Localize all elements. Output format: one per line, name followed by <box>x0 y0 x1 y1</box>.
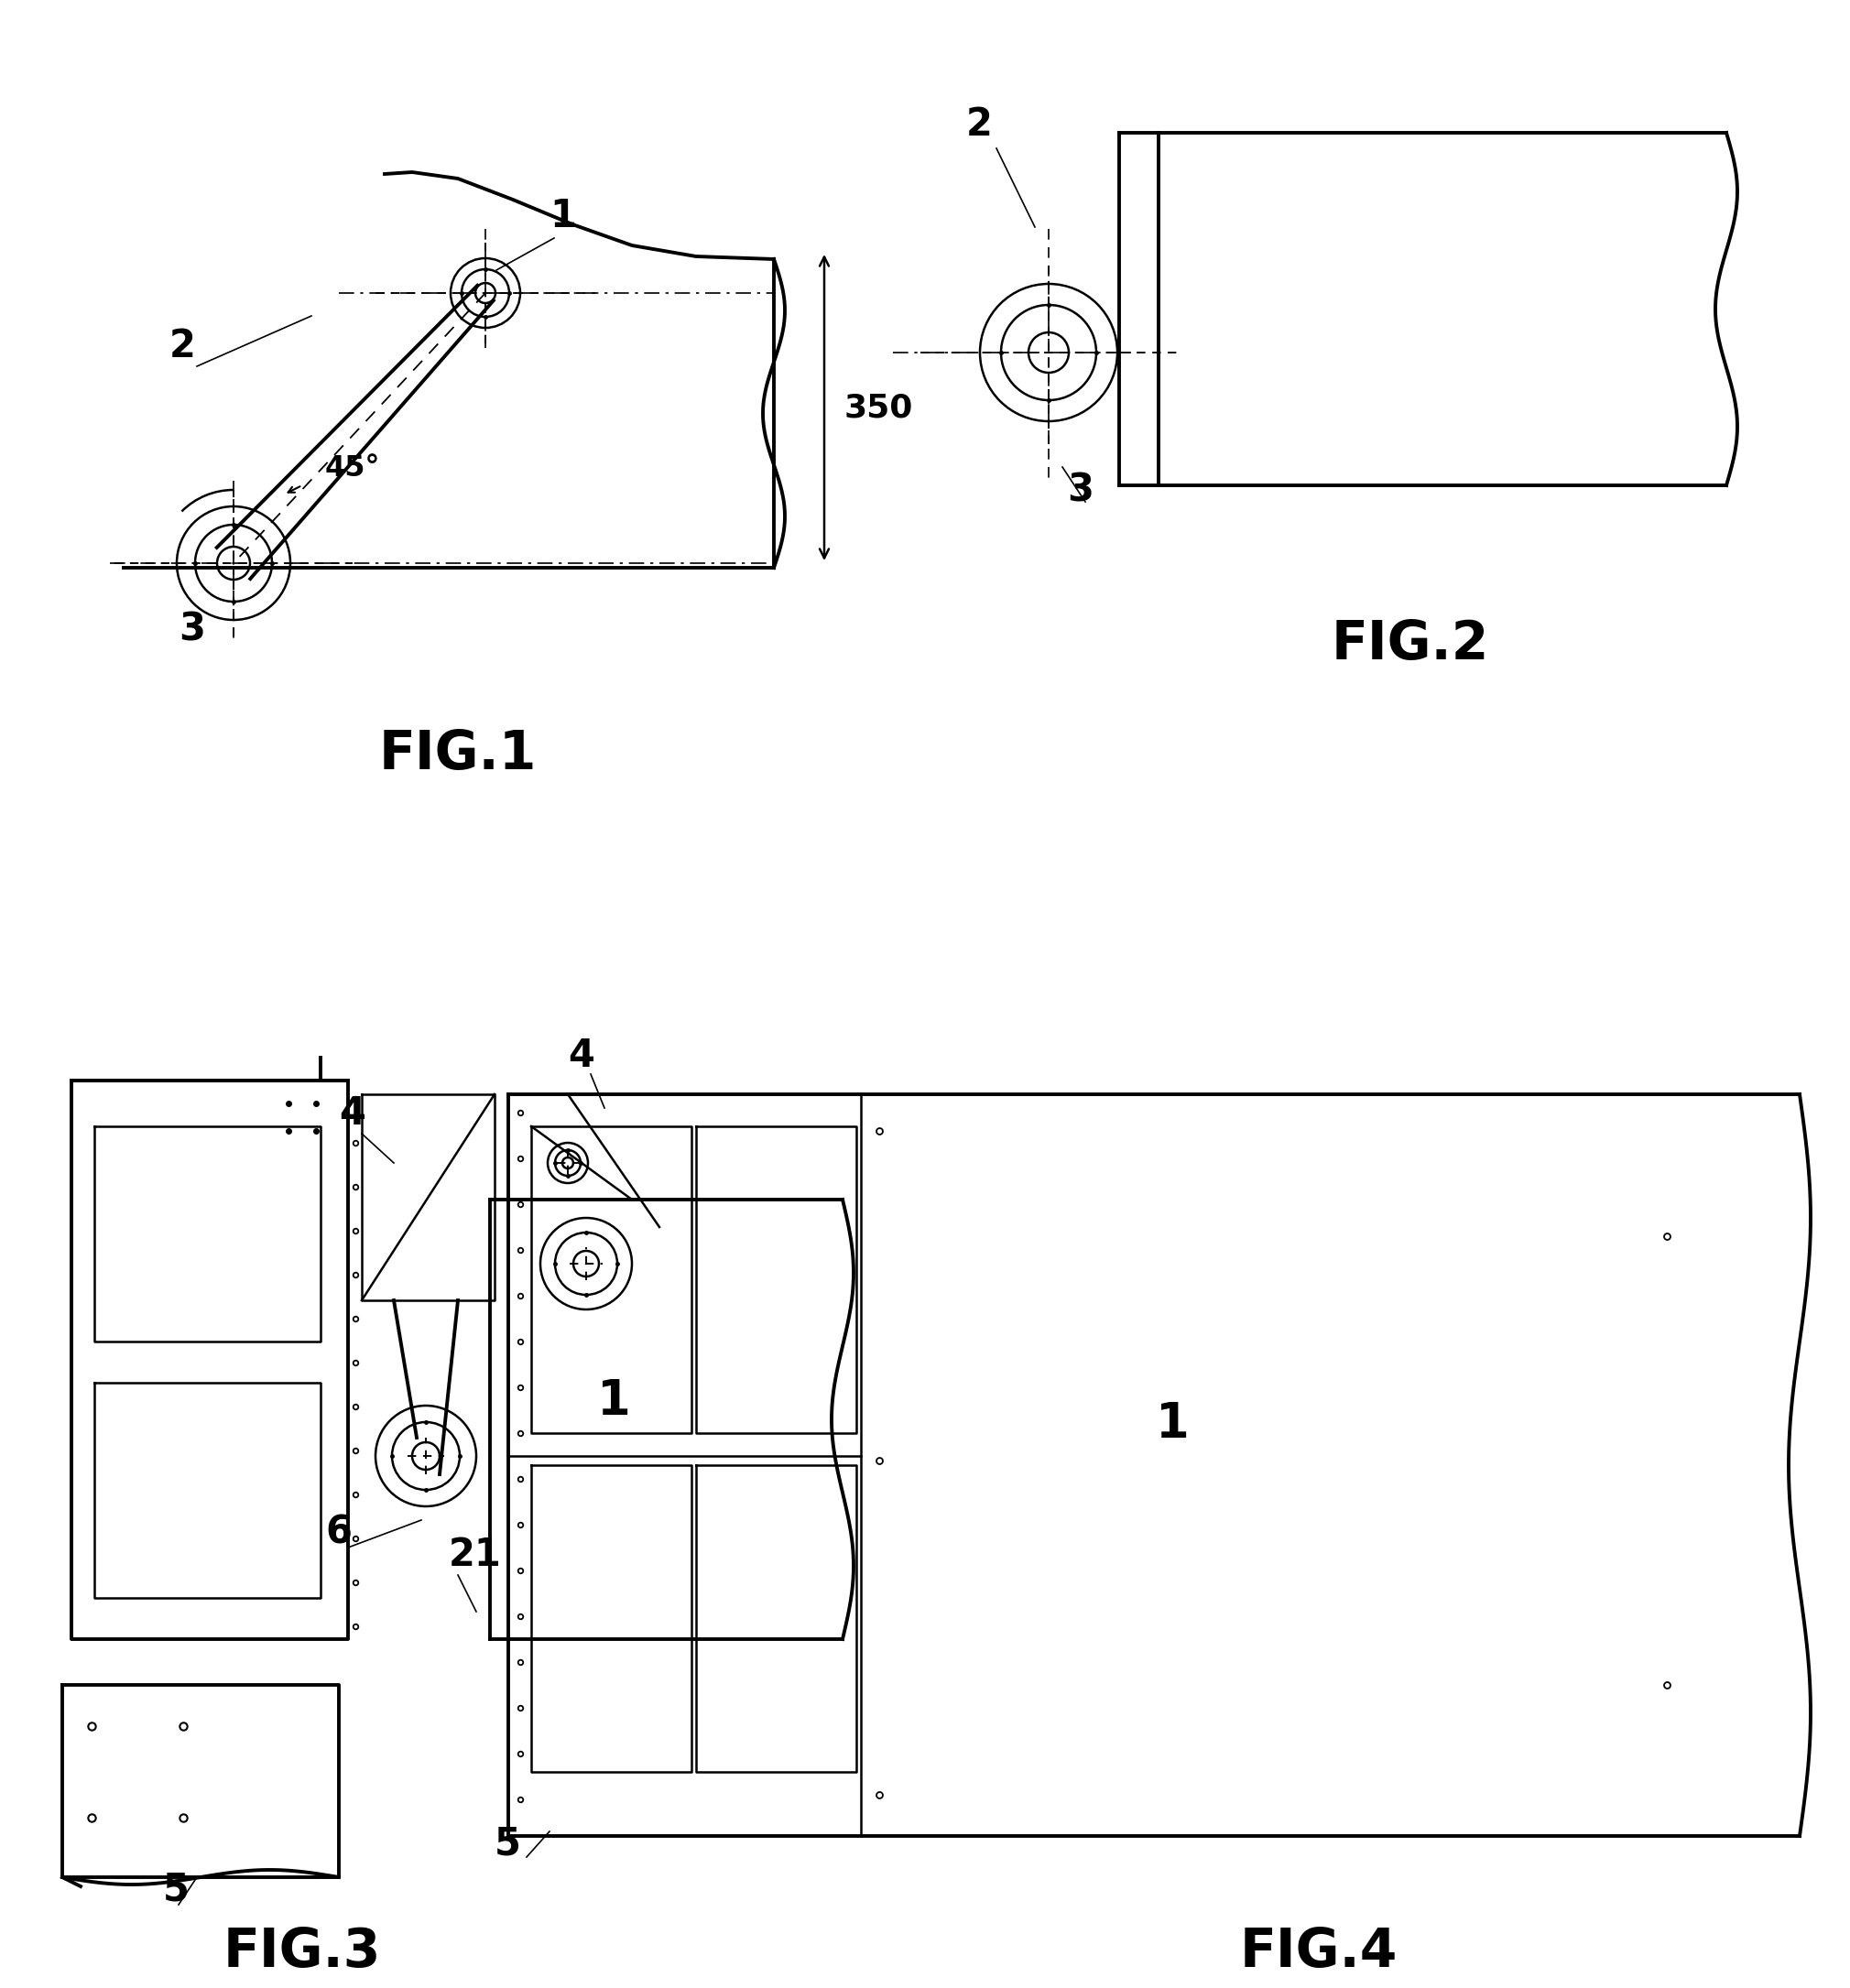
Text: 2: 2 <box>966 105 993 143</box>
Text: FIG.4: FIG.4 <box>1240 1926 1399 1978</box>
Text: 350: 350 <box>844 392 914 423</box>
Text: FIG.3: FIG.3 <box>224 1926 381 1978</box>
Text: 5: 5 <box>163 1871 189 1908</box>
Text: 2: 2 <box>170 326 196 366</box>
Text: 4: 4 <box>568 1036 594 1076</box>
Text: 1: 1 <box>598 1378 631 1425</box>
Text: FIG.1: FIG.1 <box>379 728 536 779</box>
Text: 1: 1 <box>1156 1400 1190 1447</box>
Text: 45°: 45° <box>326 453 381 483</box>
Text: 5: 5 <box>494 1825 522 1863</box>
Text: 21: 21 <box>450 1535 501 1574</box>
Text: 1: 1 <box>549 197 575 235</box>
Text: 4: 4 <box>339 1093 364 1133</box>
Text: FIG.2: FIG.2 <box>1332 618 1489 670</box>
Text: 3: 3 <box>179 610 205 650</box>
Text: 6: 6 <box>326 1513 352 1551</box>
Text: 3: 3 <box>1067 471 1093 511</box>
